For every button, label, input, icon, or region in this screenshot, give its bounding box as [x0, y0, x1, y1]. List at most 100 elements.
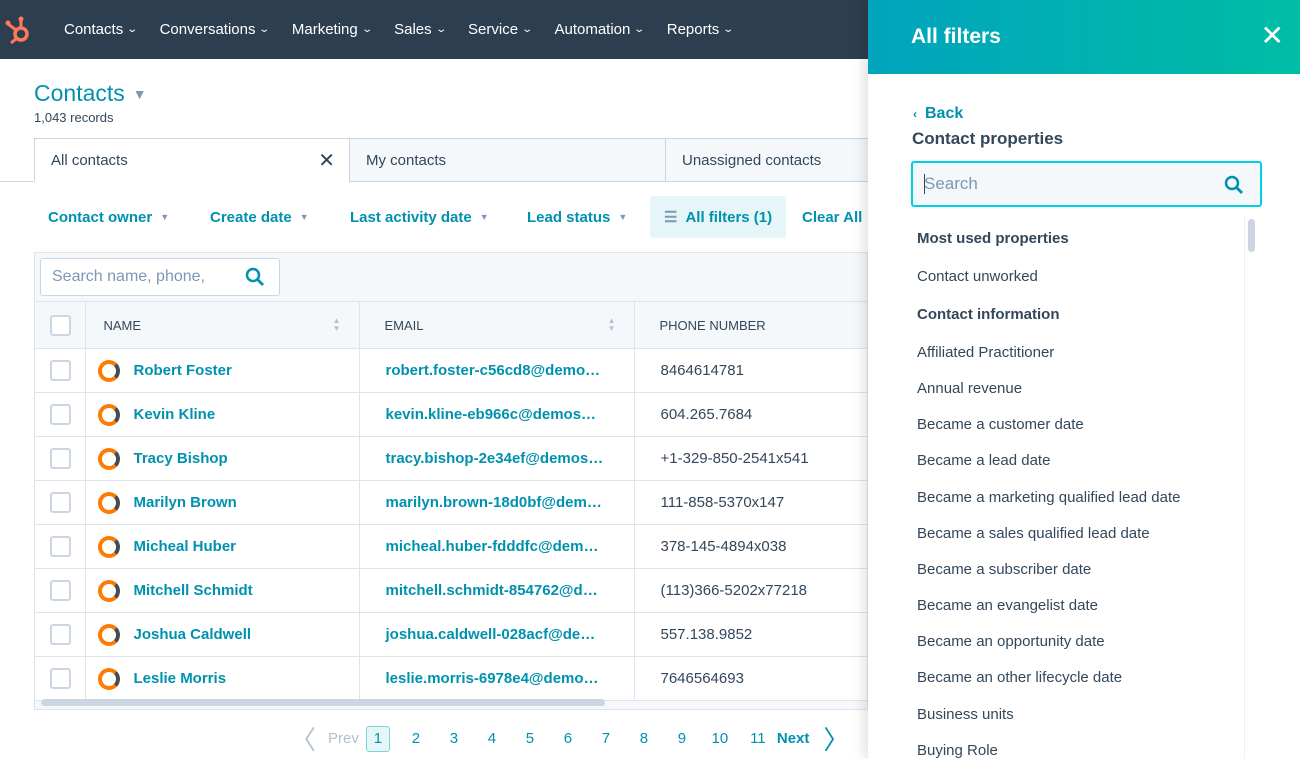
row-checkbox[interactable]	[50, 448, 71, 469]
horizontal-scrollbar[interactable]	[41, 699, 605, 706]
page-title[interactable]: Contacts ▼	[34, 80, 147, 107]
phone-cell: 7646564693	[634, 656, 867, 701]
all-filters-button[interactable]: ☰ All filters (1)	[650, 196, 787, 238]
contact-name-link[interactable]: Tracy Bishop	[133, 450, 228, 467]
table-row: Leslie Morris leslie.morris-6978e4@demo……	[35, 656, 867, 701]
prev-button[interactable]: Prev	[328, 730, 359, 747]
nav-item-sales[interactable]: Sales ⌄	[394, 21, 447, 38]
page-10-button[interactable]: 10	[711, 730, 729, 747]
nav-label: Sales	[394, 21, 432, 38]
property-item[interactable]: Became a marketing qualified lead date	[917, 488, 1181, 506]
name-cell: Leslie Morris	[85, 656, 360, 701]
page-11-button[interactable]: 11	[750, 730, 766, 747]
last-activity-date-filter[interactable]: Last activity date ▼	[350, 196, 489, 238]
create-date-filter[interactable]: Create date ▼	[210, 196, 309, 238]
nav-item-marketing[interactable]: Marketing ⌄	[292, 21, 373, 38]
property-item[interactable]: Became an opportunity date	[917, 633, 1105, 651]
name-cell: Marilyn Brown	[85, 480, 360, 525]
nav-item-reports[interactable]: Reports ⌄	[667, 21, 735, 38]
property-item[interactable]: Became an other lifecycle date	[917, 669, 1123, 687]
nav-item-contacts[interactable]: Contacts ⌄	[64, 21, 138, 38]
email-cell[interactable]: tracy.bishop-2e34ef@demos…	[359, 436, 635, 481]
contact-name-link[interactable]: Joshua Caldwell	[133, 626, 252, 643]
phone-cell: 557.138.9852	[634, 612, 867, 657]
tab-all-contacts[interactable]: All contacts ✕	[34, 138, 350, 182]
row-checkbox[interactable]	[50, 624, 71, 645]
search-icon[interactable]	[1224, 175, 1244, 200]
email-cell[interactable]: marilyn.brown-18d0bf@dem…	[359, 480, 635, 525]
property-item[interactable]: Affiliated Practitioner	[917, 343, 1055, 361]
nav-item-conversations[interactable]: Conversations ⌄	[160, 21, 271, 38]
nav-item-service[interactable]: Service ⌄	[468, 21, 533, 38]
email-cell[interactable]: kevin.kline-eb966c@demos…	[359, 392, 635, 437]
column-header-email[interactable]: EMAIL ▲ ▼	[359, 301, 635, 349]
tab-my-contacts[interactable]: My contacts	[349, 138, 666, 182]
tab-unassigned-contacts[interactable]: Unassigned contacts	[665, 138, 875, 182]
search-input[interactable]: Search name, phone,	[40, 258, 280, 296]
contact-owner-filter[interactable]: Contact owner ▼	[48, 196, 169, 238]
search-icon[interactable]	[245, 267, 265, 292]
property-item[interactable]: Contact unworked	[917, 267, 1038, 285]
contact-name-link[interactable]: Micheal Huber	[133, 538, 237, 555]
nav-item-automation[interactable]: Automation ⌄	[554, 21, 645, 38]
page-6-button[interactable]: 6	[563, 730, 573, 747]
sliders-icon: ☰	[664, 209, 678, 226]
row-checkbox[interactable]	[50, 404, 71, 425]
contact-name-link[interactable]: Kevin Kline	[133, 406, 216, 423]
clear-all-button[interactable]: Clear All	[802, 196, 862, 238]
property-item[interactable]: Became a subscriber date	[917, 560, 1092, 578]
contact-name-link[interactable]: Mitchell Schmidt	[133, 582, 253, 599]
sort-icon[interactable]: ▲ ▼	[607, 316, 616, 333]
column-header-phone[interactable]: PHONE NUMBER	[634, 301, 867, 349]
contact-name-link[interactable]: Leslie Morris	[133, 670, 227, 687]
page-5-button[interactable]: 5	[525, 730, 535, 747]
close-icon[interactable]: ✕	[318, 149, 335, 172]
back-link[interactable]: ‹ Back	[913, 105, 963, 123]
phone-cell: +1-329-850-2541x541	[634, 436, 867, 481]
close-icon[interactable]: ✕	[1260, 20, 1284, 51]
chevron-right-icon[interactable]: 〉	[823, 725, 850, 755]
row-checkbox[interactable]	[50, 536, 71, 557]
column-header-name[interactable]: NAME ▲ ▼	[85, 301, 360, 349]
page-8-button[interactable]: 8	[639, 730, 649, 747]
tab-label: Unassigned contacts	[682, 151, 822, 169]
scrollbar-thumb[interactable]	[1248, 219, 1255, 252]
caret-down-icon: ▼	[160, 212, 170, 222]
google-avatar-icon	[97, 447, 120, 470]
page-9-button[interactable]: 9	[677, 730, 687, 747]
page-4-button[interactable]: 4	[487, 730, 497, 747]
page-1-button[interactable]: 1	[365, 725, 390, 752]
property-item[interactable]: Business units	[917, 705, 1014, 723]
next-button[interactable]: Next	[776, 730, 810, 747]
property-item[interactable]: Became a sales qualified lead date	[917, 524, 1150, 542]
row-checkbox[interactable]	[50, 492, 71, 513]
row-checkbox[interactable]	[50, 668, 71, 689]
email-cell[interactable]: leslie.morris-6978e4@demo…	[359, 656, 635, 701]
caret-down-icon: ▼	[618, 212, 628, 222]
page-3-button[interactable]: 3	[449, 730, 459, 747]
property-item[interactable]: Became a lead date	[917, 452, 1051, 470]
page-2-button[interactable]: 2	[411, 730, 421, 747]
select-all-checkbox[interactable]	[50, 314, 71, 336]
property-search-input[interactable]: Search	[911, 161, 1262, 207]
property-item[interactable]: Became a customer date	[917, 416, 1084, 434]
contact-name-link[interactable]: Robert Foster	[133, 362, 232, 379]
google-avatar-icon	[97, 535, 120, 558]
vertical-scrollbar[interactable]	[1244, 216, 1257, 759]
property-item[interactable]: Annual revenue	[917, 379, 1023, 397]
chevron-left-icon[interactable]: 〈	[290, 725, 317, 755]
hubspot-logo-icon[interactable]	[4, 15, 34, 45]
contact-name-link[interactable]: Marilyn Brown	[133, 494, 237, 511]
email-cell[interactable]: joshua.caldwell-028acf@de…	[359, 612, 635, 657]
property-item[interactable]: Buying Role	[917, 741, 998, 758]
email-cell[interactable]: robert.foster-c56cd8@demo…	[359, 348, 635, 393]
row-checkbox[interactable]	[50, 580, 71, 601]
sort-icon[interactable]: ▲ ▼	[332, 316, 341, 333]
page-7-button[interactable]: 7	[601, 730, 611, 747]
property-item[interactable]: Became an evangelist date	[917, 597, 1098, 615]
lead-status-filter[interactable]: Lead status ▼	[527, 196, 627, 238]
email-cell[interactable]: mitchell.schmidt-854762@d…	[359, 568, 635, 613]
email-cell[interactable]: micheal.huber-fdddfc@dem…	[359, 524, 635, 569]
row-checkbox[interactable]	[50, 360, 71, 381]
select-cell	[35, 480, 86, 525]
